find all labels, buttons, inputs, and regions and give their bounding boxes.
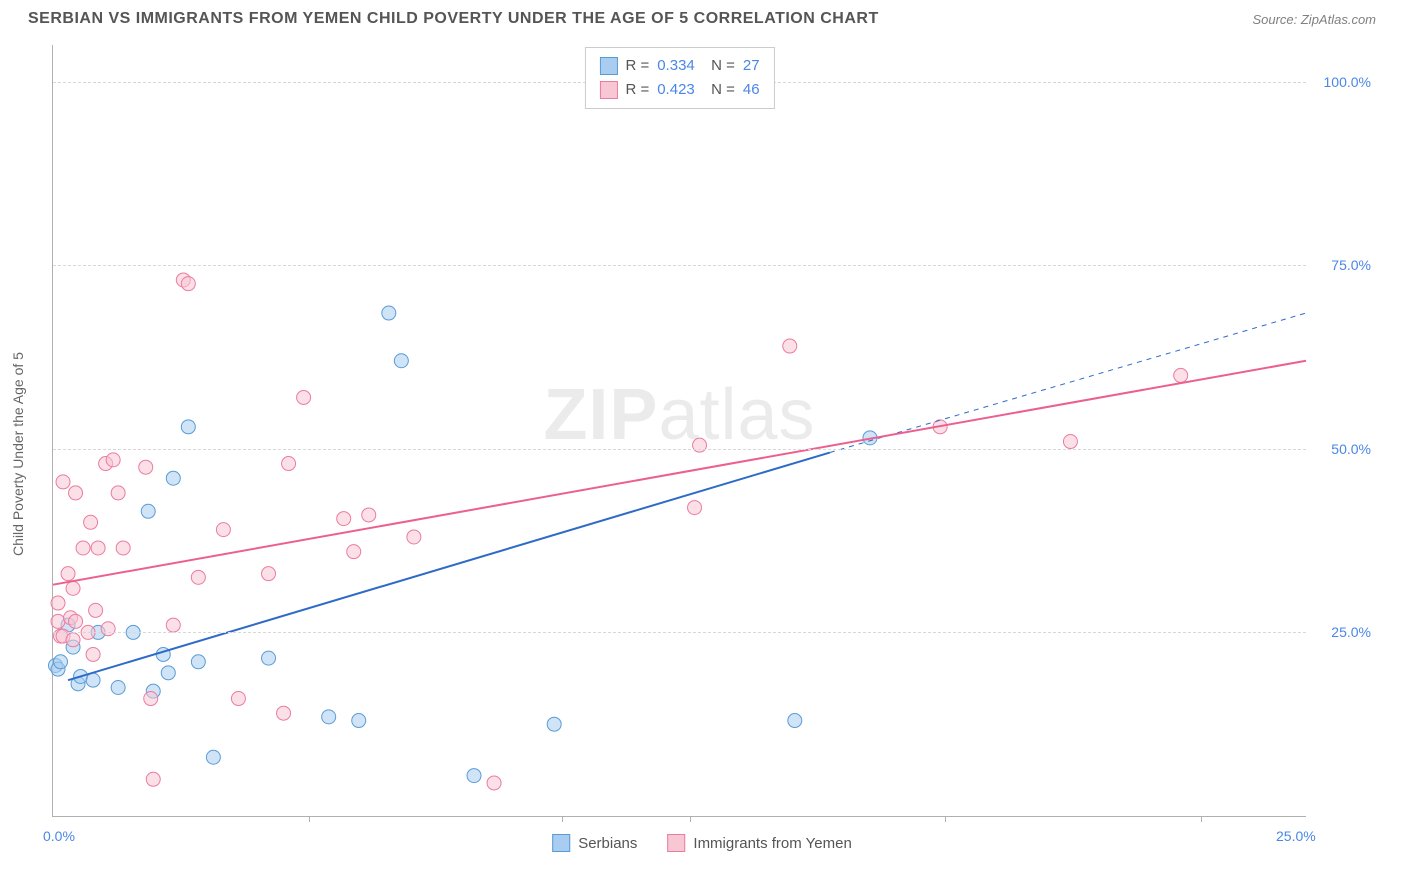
data-point — [166, 618, 180, 632]
data-point — [69, 614, 83, 628]
data-point — [191, 655, 205, 669]
data-point — [693, 438, 707, 452]
x-tick-label: 25.0% — [1276, 828, 1316, 844]
data-point — [191, 570, 205, 584]
gridline — [53, 632, 1306, 633]
gridline — [53, 265, 1306, 266]
plot-area: ZIPatlas R = 0.334 N = 27 R = 0.423 N = … — [52, 45, 1306, 817]
data-point — [231, 692, 245, 706]
data-point — [347, 545, 361, 559]
data-point — [382, 306, 396, 320]
data-point — [86, 647, 100, 661]
data-point — [51, 614, 65, 628]
correlation-legend: R = 0.334 N = 27 R = 0.423 N = 46 — [584, 47, 774, 109]
data-point — [262, 651, 276, 665]
data-point — [362, 508, 376, 522]
data-point — [394, 354, 408, 368]
data-point — [116, 541, 130, 555]
data-point — [84, 515, 98, 529]
data-point — [76, 541, 90, 555]
x-tick-mark — [309, 816, 310, 822]
data-point — [547, 717, 561, 731]
n-value-serbians: 27 — [743, 54, 760, 78]
data-point — [51, 596, 65, 610]
r-value-serbians: 0.334 — [657, 54, 695, 78]
x-tick-mark — [1201, 816, 1202, 822]
chart-container: Child Poverty Under the Age of 5 ZIPatla… — [28, 45, 1376, 862]
legend-row-yemen: R = 0.423 N = 46 — [599, 78, 759, 102]
data-point — [297, 390, 311, 404]
legend-item-serbians: Serbians — [552, 834, 637, 852]
data-point — [181, 420, 195, 434]
data-point — [282, 457, 296, 471]
data-point — [467, 769, 481, 783]
data-point — [66, 581, 80, 595]
gridline — [53, 449, 1306, 450]
y-tick-label: 100.0% — [1311, 74, 1371, 90]
data-point — [206, 750, 220, 764]
data-point — [89, 603, 103, 617]
data-point — [487, 776, 501, 790]
swatch-icon — [667, 834, 685, 852]
y-tick-label: 50.0% — [1311, 441, 1371, 457]
data-point — [407, 530, 421, 544]
data-point — [144, 692, 158, 706]
data-point — [91, 541, 105, 555]
x-tick-mark — [690, 816, 691, 822]
legend-label: Serbians — [578, 835, 637, 852]
x-tick-label: 0.0% — [43, 828, 75, 844]
data-point — [262, 567, 276, 581]
data-point — [322, 710, 336, 724]
data-point — [1063, 435, 1077, 449]
data-point — [181, 277, 195, 291]
y-tick-label: 75.0% — [1311, 257, 1371, 273]
source-attribution: Source: ZipAtlas.com — [1252, 12, 1376, 27]
data-point — [111, 681, 125, 695]
swatch-yemen — [599, 81, 617, 99]
legend-row-serbians: R = 0.334 N = 27 — [599, 54, 759, 78]
scatter-canvas — [53, 45, 1306, 816]
swatch-icon — [552, 834, 570, 852]
data-point — [61, 567, 75, 581]
data-point — [56, 475, 70, 489]
data-point — [139, 460, 153, 474]
header-bar: SERBIAN VS IMMIGRANTS FROM YEMEN CHILD P… — [0, 0, 1406, 33]
data-point — [69, 486, 83, 500]
data-point — [54, 655, 68, 669]
trend-line-extrapolated — [830, 313, 1306, 453]
data-point — [111, 486, 125, 500]
y-axis-label: Child Poverty Under the Age of 5 — [10, 352, 26, 556]
trend-line — [53, 361, 1306, 585]
data-point — [337, 512, 351, 526]
x-tick-mark — [562, 816, 563, 822]
data-point — [161, 666, 175, 680]
data-point — [141, 504, 155, 518]
y-tick-label: 25.0% — [1311, 624, 1371, 640]
data-point — [788, 714, 802, 728]
series-legend: Serbians Immigrants from Yemen — [552, 834, 852, 852]
swatch-serbians — [599, 57, 617, 75]
data-point — [352, 714, 366, 728]
data-point — [277, 706, 291, 720]
chart-title: SERBIAN VS IMMIGRANTS FROM YEMEN CHILD P… — [28, 10, 879, 28]
trend-line — [68, 453, 830, 681]
data-point — [688, 501, 702, 515]
data-point — [166, 471, 180, 485]
data-point — [86, 673, 100, 687]
data-point — [1174, 368, 1188, 382]
legend-label: Immigrants from Yemen — [693, 835, 851, 852]
x-tick-mark — [945, 816, 946, 822]
r-value-yemen: 0.423 — [657, 78, 695, 102]
legend-item-yemen: Immigrants from Yemen — [667, 834, 851, 852]
data-point — [216, 523, 230, 537]
data-point — [783, 339, 797, 353]
data-point — [101, 622, 115, 636]
n-value-yemen: 46 — [743, 78, 760, 102]
data-point — [66, 633, 80, 647]
data-point — [106, 453, 120, 467]
data-point — [146, 772, 160, 786]
